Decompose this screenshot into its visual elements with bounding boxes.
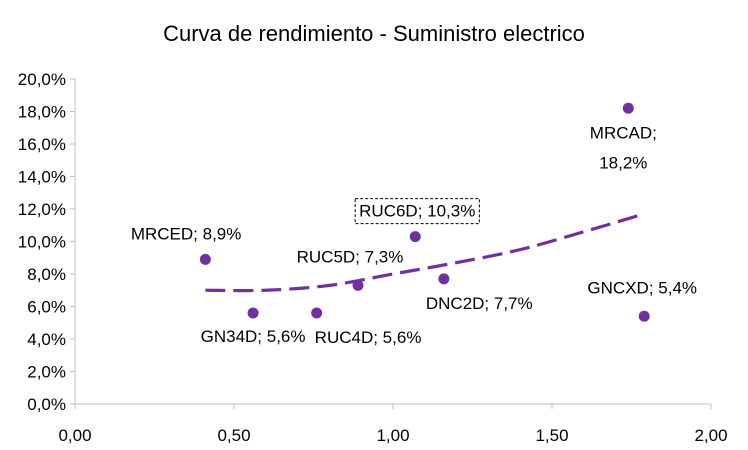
data-label-ruc5d: RUC5D; 7,3% <box>297 247 404 266</box>
data-label-ruc6d-box <box>354 198 480 225</box>
data-point-ruc5d <box>352 279 364 291</box>
trendline <box>205 212 645 293</box>
y-tick-label: 0,0% <box>27 395 66 414</box>
y-tick-label: 14,0% <box>18 168 66 187</box>
trendline-layer <box>205 212 645 293</box>
data-point-ruc6d <box>409 231 421 243</box>
y-tick-label: 10,0% <box>18 233 66 252</box>
y-tick-label: 18,0% <box>18 103 66 122</box>
x-tick-label: 2,00 <box>694 426 727 445</box>
data-point-gn34d <box>247 307 259 319</box>
points-layer <box>199 102 650 322</box>
x-tick-label: 1,00 <box>376 426 409 445</box>
axes: 0,0% 2,0% 4,0% 6,0% 8,0% 10,0% 12,0% 14,0% 16,0%… <box>18 70 728 445</box>
y-tick-label: 8,0% <box>27 265 66 284</box>
data-label-dnc2d: DNC2D; 7,7% <box>426 294 533 313</box>
x-tick-label: 0,50 <box>217 426 250 445</box>
data-point-mrcad <box>622 102 634 114</box>
y-tick-label: 16,0% <box>18 135 66 154</box>
x-tick-label: 1,50 <box>535 426 568 445</box>
x-tick-label: 0,00 <box>58 426 91 445</box>
data-label-gn34d: GN34D; 5,6% <box>201 327 306 346</box>
data-point-dnc2d <box>438 273 450 285</box>
y-tick-label: 6,0% <box>27 298 66 317</box>
y-tick-label: 4,0% <box>27 330 66 349</box>
data-label-mrcad-line: 18,2% <box>599 153 647 172</box>
data-label-mrced: MRCED; 8,9% <box>131 224 242 243</box>
data-point-ruc4d <box>311 307 323 319</box>
y-tick-label: 12,0% <box>18 200 66 219</box>
data-label-mrcad: MRCAD; 18,2% <box>590 123 657 172</box>
y-tick-label: 2,0% <box>27 363 66 382</box>
data-label-mrcad-line: MRCAD; <box>590 123 657 142</box>
data-point-mrced <box>199 253 211 265</box>
y-tick-label: 20,0% <box>18 70 66 89</box>
chart-title: Curva de rendimiento - Suministro electr… <box>163 21 585 46</box>
data-label-ruc4d: RUC4D; 5,6% <box>315 328 422 347</box>
data-label-ruc6d: RUC6D; 10,3% <box>359 202 475 221</box>
data-label-gncxd: GNCXD; 5,4% <box>587 278 697 297</box>
data-point-gncxd <box>638 310 650 322</box>
labels-layer: MRCED; 8,9% GN34D; 5,6% RUC4D; 5,6% RUC5D; … <box>131 123 697 347</box>
